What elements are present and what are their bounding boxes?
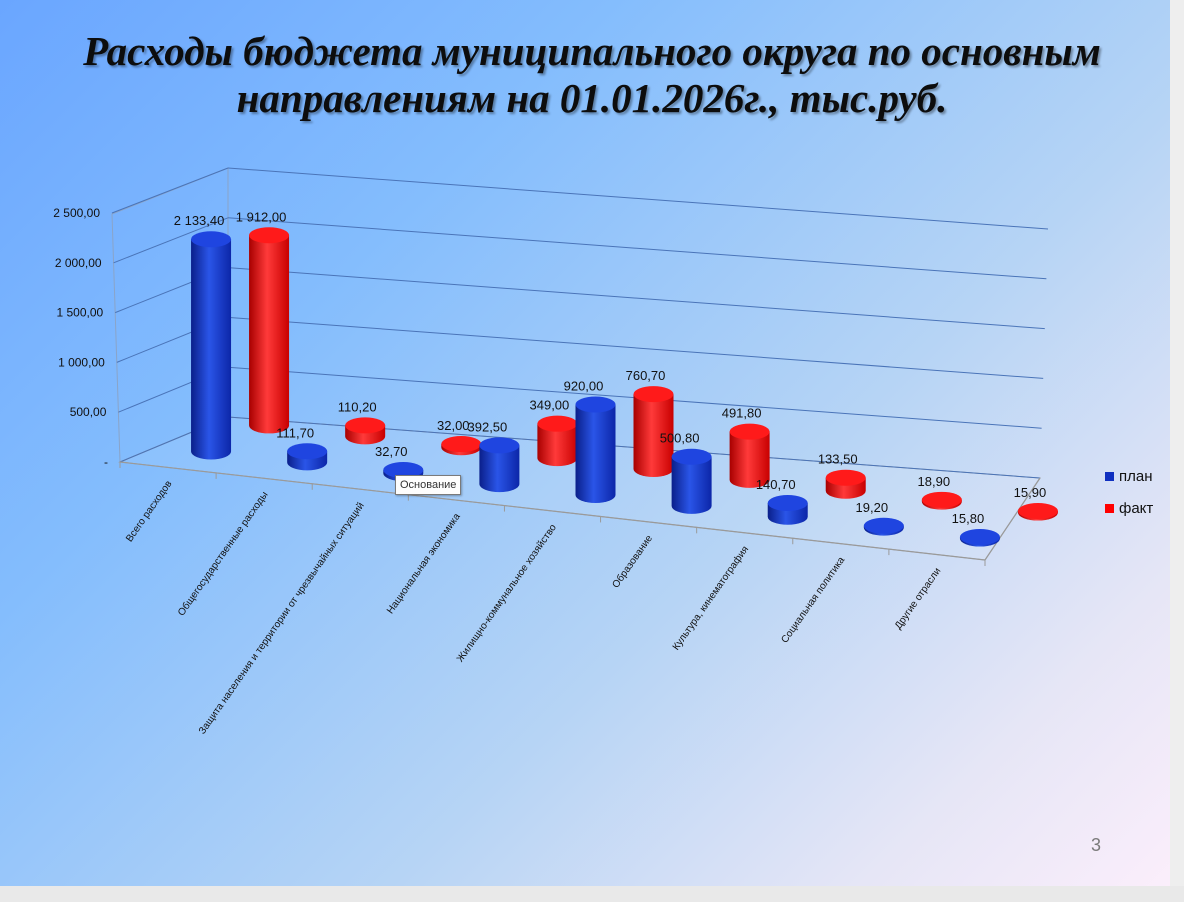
- bar-fact: [249, 227, 290, 434]
- bar-fact: [1017, 503, 1058, 521]
- bar-top: [537, 415, 578, 432]
- data-label-plan: 2 133,40: [174, 213, 225, 228]
- x-tick-label: Всего расходов: [124, 479, 174, 544]
- bar-top: [921, 491, 962, 508]
- legend-swatch-fact: [1105, 504, 1114, 513]
- data-label-fact: 110,20: [338, 399, 377, 414]
- window-edge-right: [1170, 0, 1184, 902]
- bar-top: [767, 495, 808, 512]
- bar-fact: [537, 415, 578, 467]
- bar-plan: [767, 495, 808, 525]
- hover-tooltip: Основание: [395, 475, 462, 495]
- data-label-plan: 392,50: [468, 419, 508, 434]
- bar-plan: [959, 529, 1000, 547]
- bar-top: [671, 448, 712, 465]
- bar-plan: [671, 448, 712, 514]
- bar-fact: [633, 386, 674, 477]
- y-tick-label: 2 000,00: [55, 256, 102, 270]
- data-labels: 2 133,40 1 912,00 111,70 110,20 32,70 32,0039…: [174, 209, 1046, 526]
- y-tick-label: 2 500,00: [53, 206, 100, 220]
- bar-body: [191, 239, 232, 460]
- floor-right-edge: [984, 477, 1041, 561]
- gridline-side: [111, 167, 229, 214]
- x-tick-label: Общегосударственные расходы: [175, 489, 270, 618]
- x-tick-label: Жилищно-коммунальное хозяйство: [455, 522, 559, 664]
- bar-plan: [479, 437, 520, 493]
- data-label-fact: 760,70: [626, 368, 666, 383]
- bar-top: [825, 469, 866, 486]
- gridline-side: [113, 217, 229, 264]
- bar-top: [959, 529, 1000, 546]
- bar-top: [441, 436, 482, 453]
- bar-plan: [575, 396, 616, 503]
- y-tick-label: -: [104, 455, 108, 469]
- data-label-fact: 133,50: [818, 452, 858, 467]
- bar-body: [479, 445, 520, 493]
- legend-label-fact: факт: [1119, 500, 1154, 517]
- bar-plan: [191, 231, 232, 460]
- bar-plan: [287, 443, 328, 471]
- bar-fact: [921, 491, 962, 510]
- bar-top: [383, 461, 424, 478]
- bar-body: [671, 456, 712, 514]
- bar-fact: [345, 417, 386, 445]
- chart-title-line-1: Расходы бюджета муниципального округа по…: [83, 28, 1101, 74]
- x-tick-label: Культура, кинематография: [670, 544, 751, 653]
- bar-top: [633, 386, 674, 403]
- bar-fact: [441, 436, 482, 456]
- data-label-plan: 15,80: [952, 511, 985, 526]
- data-label-fact: 491,80: [722, 406, 762, 421]
- bar-top: [191, 231, 232, 248]
- data-label-fact: 32,00: [437, 418, 470, 433]
- bar-top: [575, 396, 616, 413]
- x-axis-line: [119, 461, 986, 561]
- bar-top: [729, 423, 770, 440]
- x-tick-label: Другие отрасли: [893, 566, 943, 632]
- bar-plan: [863, 517, 904, 536]
- x-tick-label: Социальная политика: [779, 555, 847, 646]
- bar-top: [287, 443, 328, 460]
- bar-body: [729, 431, 770, 488]
- gridline-back: [227, 316, 1044, 379]
- bar-fact: [729, 423, 770, 488]
- bar-body: [633, 394, 674, 477]
- bar-fact: [825, 469, 866, 499]
- gridline-back: [227, 217, 1047, 280]
- x-tick-label: Национальная экономика: [385, 511, 463, 616]
- bar-body: [575, 404, 616, 503]
- page-number: 3: [1090, 835, 1101, 855]
- data-label-plan: 920,00: [564, 378, 604, 393]
- data-label-plan: 140,70: [756, 477, 796, 492]
- x-tick-label: Защита населения и территории от чрезвыч…: [197, 501, 367, 737]
- legend-label-plan: план: [1119, 468, 1153, 485]
- y-tick-label: 500,00: [70, 405, 107, 419]
- data-label-plan: 19,20: [856, 500, 889, 515]
- window-edge-bottom: [0, 886, 1184, 902]
- legend-swatch-plan: [1105, 472, 1114, 481]
- data-label-plan: 111,70: [276, 425, 314, 440]
- data-label-plan: 500,80: [660, 431, 700, 446]
- y-tick-label: 1 000,00: [58, 355, 105, 369]
- bar-top: [1017, 503, 1058, 520]
- bar-top: [345, 417, 386, 434]
- x-tick-label: Образование: [610, 532, 656, 590]
- chart-title-line-2: направлениям на 01.01.2026г., тыс.руб.: [236, 75, 948, 121]
- chart-bars: [191, 227, 1058, 547]
- data-label-fact: 18,90: [918, 474, 951, 489]
- gridline-back: [227, 267, 1045, 330]
- data-label-plan: 32,70: [375, 444, 408, 459]
- bar-body: [537, 423, 578, 467]
- bar-body: [249, 235, 290, 434]
- data-label-fact: 1 912,00: [236, 209, 287, 224]
- gridline-back: [227, 167, 1049, 230]
- data-label-fact: 15,90: [1014, 485, 1047, 500]
- bar-top: [863, 517, 904, 534]
- bar-top: [249, 227, 290, 244]
- y-tick-label: 1 500,00: [56, 306, 103, 320]
- data-label-fact: 349,00: [530, 398, 570, 413]
- bar-top: [479, 437, 520, 454]
